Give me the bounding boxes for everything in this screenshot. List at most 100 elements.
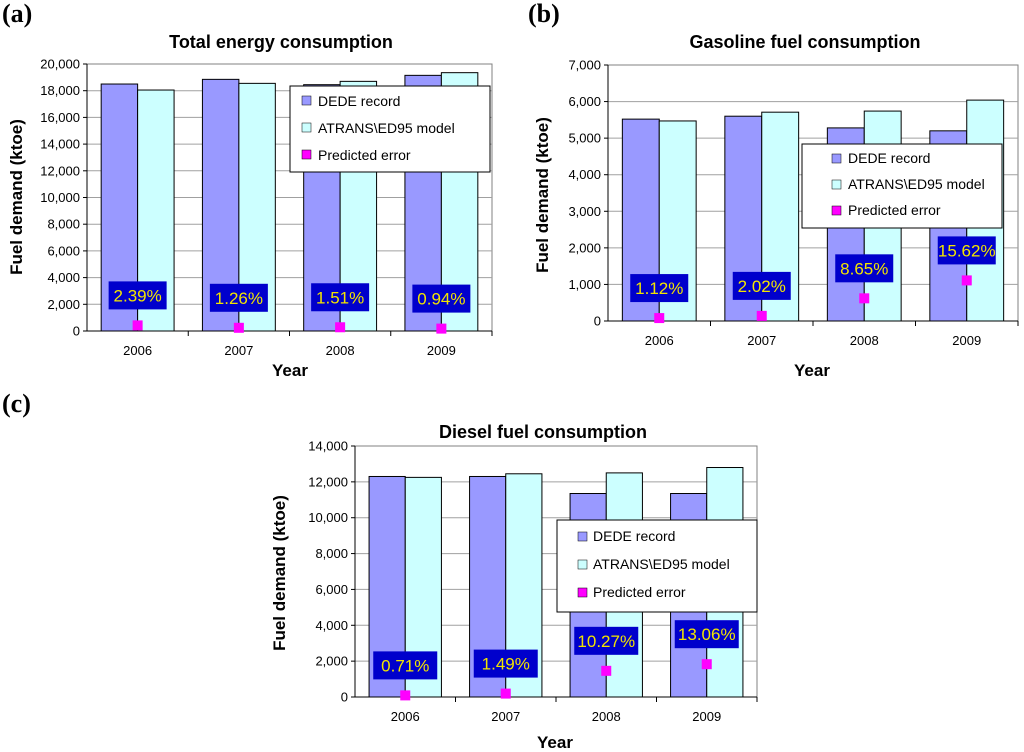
y-tick-label: 6,000 [47,243,80,258]
error-label-box [412,284,471,313]
error-label: 0.71% [381,656,429,675]
legend-label-error: Predicted error [318,147,411,163]
chart-title: Total energy consumption [169,32,393,52]
y-tick-label: 5,000 [568,131,601,146]
x-tick-label: 2008 [592,709,621,724]
error-point [400,690,411,701]
error-label-box [630,274,689,303]
legend: DEDE record ATRANS\ED95 model Predicted … [556,519,758,613]
error-point [601,665,612,676]
error-point [436,323,447,334]
x-tick-label: 2008 [850,333,879,348]
panel-label-b: (b) [528,0,560,28]
legend-swatch-dede [831,153,842,164]
y-axis-title: Fuel demand (ktoe) [7,119,26,275]
error-label: 10.27% [577,632,635,651]
y-tick-label: 12,000 [40,163,80,178]
panel-label-a: (a) [2,0,32,28]
y-tick-label: 14,000 [40,137,80,152]
x-axis-title: Year [272,361,308,380]
error-label: 1.49% [482,655,530,674]
x-tick-label: 2006 [391,709,420,724]
chart-title: Diesel fuel consumption [439,422,647,442]
error-point [335,322,346,333]
error-label-box [674,620,739,649]
y-tick-label: 2,000 [315,654,348,669]
chart-total-energy: (a) Total energy consumption Fuel demand… [2,0,493,380]
panel-label-c: (c) [2,389,31,418]
x-axis-title: Year [537,733,573,752]
legend-label-error: Predicted error [593,584,686,600]
x-tick-label: 2009 [952,333,981,348]
legend-label-dede: DEDE record [318,93,400,109]
legend: DEDE record ATRANS\ED95 model Predicted … [289,85,491,173]
legend-swatch-model [831,179,842,190]
y-tick-label: 2,000 [568,240,601,255]
y-axis-title: Fuel demand (ktoe) [270,495,289,651]
y-tick-label: 1,000 [568,277,601,292]
y-tick-label: 6,000 [568,94,601,109]
x-tick-label: 2007 [491,709,520,724]
error-label-box [732,271,791,300]
legend-swatch-model [301,122,312,133]
y-tick-label: 0 [73,324,80,339]
chart-title: Gasoline fuel consumption [689,32,920,52]
y-axis-title: Fuel demand (ktoe) [533,117,552,273]
error-point [756,310,767,321]
y-tick-label: 18,000 [40,83,80,98]
error-label-box [473,649,538,678]
y-tick-label: 20,000 [40,57,80,72]
legend-box [289,85,491,173]
y-tick-label: 7,000 [568,58,601,73]
error-label-box [373,651,438,680]
error-label-box [835,254,894,283]
x-tick-label: 2008 [326,343,355,358]
legend: DEDE record ATRANS\ED95 model Predicted … [801,143,1003,229]
y-tick-label: 4,000 [315,618,348,633]
legend-label-model: ATRANS\ED95 model [848,176,985,192]
y-tick-label: 0 [594,314,601,329]
y-tick-label: 2,000 [47,297,80,312]
error-label: 2.02% [738,277,786,296]
y-tick-label: 8,000 [47,217,80,232]
error-point [132,320,143,331]
y-tick-label: 4,000 [568,167,601,182]
legend-label-model: ATRANS\ED95 model [593,556,730,572]
legend-swatch-dede [301,95,312,106]
x-axis-title: Year [794,361,830,380]
error-point [859,293,870,304]
error-label: 0.94% [417,290,465,309]
y-tick-label: 4,000 [47,270,80,285]
error-label: 1.26% [215,289,263,308]
x-tick-label: 2009 [427,343,456,358]
error-label: 15.62% [938,241,996,260]
legend-label-error: Predicted error [848,202,941,218]
chart-diesel: (c) Diesel fuel consumption Fuel demand … [2,389,758,752]
error-point [500,688,511,699]
y-tick-label: 3,000 [568,204,601,219]
error-label: 8.65% [840,259,888,278]
legend-label-model: ATRANS\ED95 model [318,120,455,136]
legend-label-dede: DEDE record [848,150,930,166]
error-point [701,659,712,670]
chart-gasoline: (b) Gasoline fuel consumption Fuel deman… [528,0,1019,380]
legend-label-dede: DEDE record [593,528,675,544]
legend-box [556,519,758,613]
error-label-box [209,283,268,312]
error-label: 2.39% [114,286,162,305]
y-tick-label: 6,000 [315,582,348,597]
y-tick-label: 8,000 [315,546,348,561]
y-tick-label: 16,000 [40,110,80,125]
y-tick-label: 12,000 [308,474,348,489]
error-point [654,313,665,324]
x-tick-label: 2006 [123,343,152,358]
error-label-box [311,283,370,312]
legend-swatch-dede [577,531,588,542]
legend-swatch-model [577,559,588,570]
y-tick-label: 10,000 [40,190,80,205]
x-tick-label: 2006 [645,333,674,348]
error-label-box [108,281,167,310]
x-tick-label: 2007 [747,333,776,348]
y-tick-label: 0 [341,690,348,705]
